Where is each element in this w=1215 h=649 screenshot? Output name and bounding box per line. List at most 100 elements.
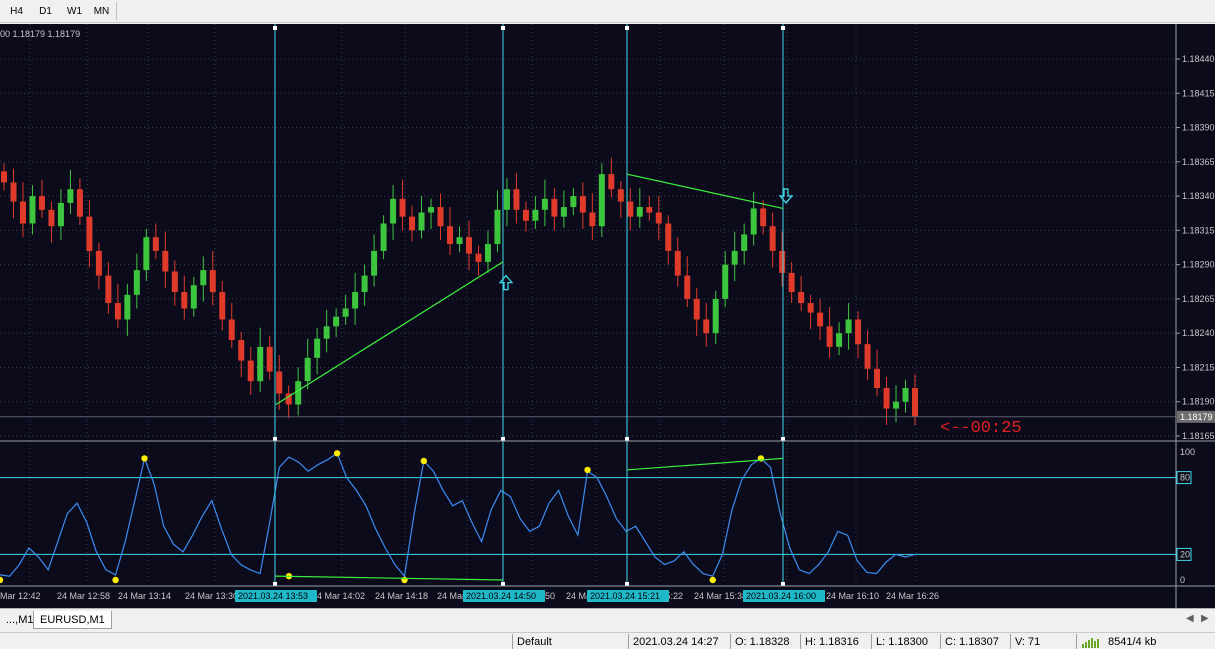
- oscillator-extreme-dot: [0, 576, 4, 584]
- timeframe-w1-button[interactable]: W1: [67, 6, 82, 17]
- status-high: H: 1.18316: [805, 636, 859, 648]
- candle-body: [874, 368, 881, 389]
- vertical-line-handle: [273, 582, 277, 586]
- oscillator-extreme-dot: [333, 450, 341, 457]
- candle-body: [48, 209, 55, 227]
- candle-body: [247, 360, 254, 382]
- price-chart-area[interactable]: 1.18440 1.18415 1.18390 1.18365 1.18340 1.183…: [0, 24, 1215, 608]
- vertical-line-handle: [625, 437, 629, 441]
- candle-body: [760, 208, 767, 227]
- vertical-line-handle: [781, 437, 785, 441]
- candle-body: [342, 308, 349, 317]
- tabs-scroll-left-icon[interactable]: ◀: [1186, 613, 1194, 624]
- status-profile[interactable]: Default: [517, 636, 552, 648]
- timeframe-h4-button[interactable]: H4: [10, 6, 23, 17]
- candle-body: [731, 250, 738, 265]
- candle-body: [380, 223, 387, 251]
- current-price-box: [1177, 410, 1215, 423]
- candle-body: [371, 250, 378, 276]
- candle-body: [133, 270, 140, 295]
- candle-body: [484, 244, 491, 262]
- time-tick-label: Mar 12:42: [0, 591, 41, 601]
- candle-body: [171, 271, 178, 293]
- candle-body: [456, 237, 463, 245]
- candle-body: [570, 196, 577, 208]
- candle-body: [617, 189, 624, 202]
- candle-body: [1, 171, 7, 183]
- chart-canvas[interactable]: 1.18440 1.18415 1.18390 1.18365 1.18340 1.183…: [0, 24, 1215, 608]
- vertical-line-time-label: 2021.03.24 15:21: [590, 591, 660, 601]
- chart-tabs-bar: ...,M1 EURUSD,M1 ◀ ▶: [0, 608, 1215, 633]
- vertical-line-time-box: [463, 590, 545, 602]
- price-tick-label: 1.18215: [1182, 362, 1215, 372]
- candle-body: [181, 292, 188, 309]
- candle-body: [579, 196, 586, 213]
- candle-body: [665, 223, 672, 251]
- chart-ohlc-header: 00 1.18179 1.18179: [0, 29, 80, 39]
- candle-body: [390, 198, 397, 224]
- candle-body: [465, 237, 472, 254]
- candle-body: [845, 319, 852, 334]
- bar-countdown: <--00:25: [940, 419, 1022, 438]
- vertical-line-time-box: [235, 590, 317, 602]
- candle-body: [693, 298, 700, 320]
- candle-body: [152, 237, 159, 251]
- candle-body: [238, 340, 245, 361]
- candle-body: [10, 182, 17, 202]
- candle-body: [228, 319, 235, 341]
- oscillator-divergence-line: [274, 575, 504, 581]
- oscillator-extreme-dot: [709, 576, 716, 584]
- candle-body: [712, 298, 719, 334]
- price-tick-label: 1.18340: [1182, 191, 1215, 201]
- candle-body: [522, 209, 529, 221]
- vertical-line-handle: [501, 582, 505, 586]
- chart-tab-eurusd-m1[interactable]: EURUSD,M1: [33, 611, 112, 629]
- sell-arrow-icon: [778, 188, 794, 204]
- time-tick-label: 24 Mar 14:18: [375, 591, 428, 601]
- candle-body: [627, 201, 634, 217]
- bearish-divergence-line: [626, 173, 784, 210]
- connection-status-icon: [1082, 636, 1104, 648]
- tabs-scroll-right-icon[interactable]: ▶: [1201, 613, 1209, 624]
- candle-body: [437, 207, 444, 227]
- candle-body: [608, 174, 615, 190]
- candle-body: [67, 189, 74, 203]
- candle-body: [750, 208, 757, 235]
- chart-tab-1[interactable]: ...,M1: [6, 614, 34, 626]
- time-tick-label: 24 Mar 13:14: [118, 591, 171, 601]
- candle-body: [817, 312, 824, 327]
- candle-body: [826, 326, 833, 347]
- candle-body: [95, 250, 102, 276]
- candle-body: [190, 285, 197, 309]
- candle-body: [541, 198, 548, 210]
- chart-objects: [0, 24, 1176, 586]
- oscillator-divergence-line: [626, 457, 784, 471]
- timeframe-d1-button[interactable]: D1: [39, 6, 52, 17]
- oscillator-line: [0, 452, 916, 578]
- oscillator-level-box: [1176, 547, 1192, 561]
- candle-body: [779, 250, 786, 273]
- oscillator-tick-label: 80: [1180, 473, 1190, 483]
- time-tick-label: 24 Mar 13:30: [185, 591, 238, 601]
- candle-body: [798, 292, 805, 304]
- candle-body: [494, 209, 501, 245]
- oscillator-extreme-dot: [420, 457, 427, 465]
- candle-body: [276, 371, 283, 394]
- candle-body: [513, 189, 520, 210]
- candle-body: [162, 250, 169, 272]
- candle-body: [636, 207, 643, 217]
- price-tick-label: 1.18290: [1182, 260, 1215, 270]
- candle-body: [807, 303, 814, 313]
- candle-body: [722, 264, 729, 299]
- price-tick-label: 1.18315: [1182, 225, 1215, 235]
- vertical-line-handle: [501, 26, 505, 30]
- candle-body: [883, 388, 890, 409]
- chart-grid: [0, 24, 1176, 582]
- candle-body: [333, 316, 340, 327]
- timeframe-mn-button[interactable]: MN: [93, 6, 110, 17]
- candle-body: [57, 202, 64, 227]
- price-tick-label: 1.18190: [1182, 397, 1215, 407]
- oscillator-tick-label: 100: [1180, 447, 1195, 457]
- time-tick-label: 24 Mar 16:10: [826, 591, 879, 601]
- oscillator-level-box: [1176, 471, 1192, 485]
